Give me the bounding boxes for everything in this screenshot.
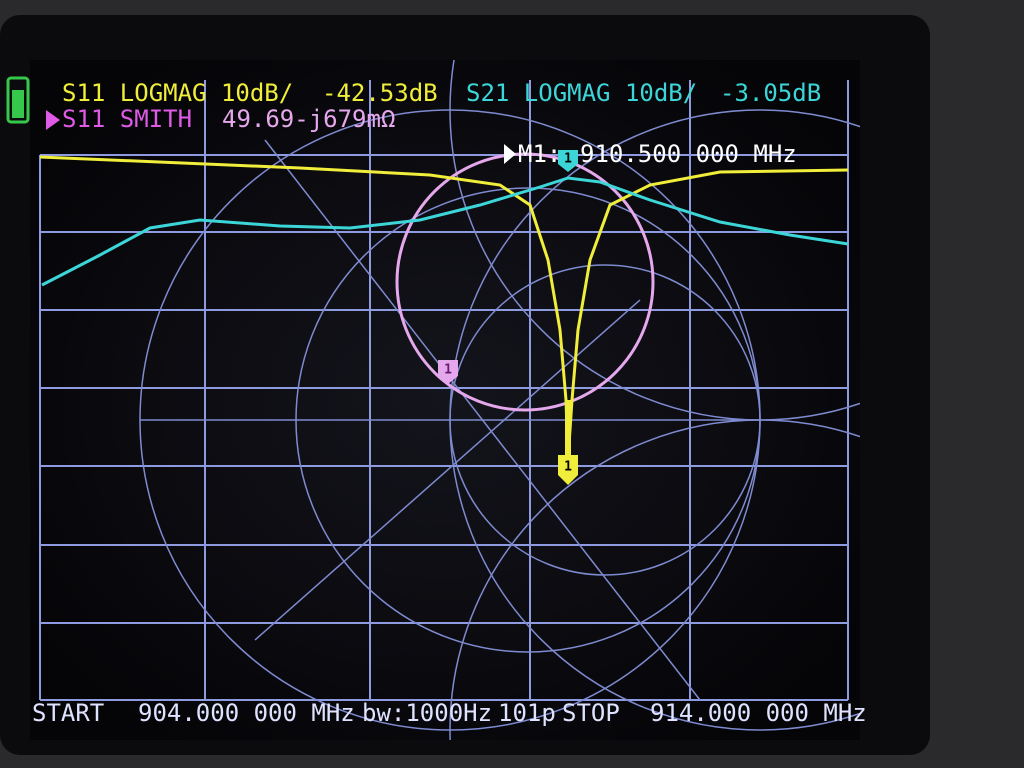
smith-arc [264,139,701,701]
marker-frequency: 910.500 000 MHz [580,140,797,168]
marker-flags: 1 1 1 [438,150,578,485]
marker-id: 1 [564,460,572,475]
marker-flag [558,455,578,485]
footer-start-freq: 904.000 000 MHz [138,699,355,727]
s21-logmag-trace [41,176,849,287]
battery-icon [6,76,30,124]
marker-label: M1: [518,140,561,168]
footer-stop: STOP [562,699,620,727]
marker-flag [558,150,578,172]
marker-id: 1 [444,363,452,378]
footer-bandwidth: bw:1000Hz [362,699,492,727]
s11-smith-trace [395,152,655,412]
s21-logmag-label: S21 LOGMAG 10dB/ [466,79,697,107]
marker-flag [438,360,458,384]
footer-start: START [32,699,104,727]
smith-grid [139,60,860,740]
marker-id: 1 [564,152,572,167]
s11-smith-label: S11 SMITH [62,105,192,133]
s11-logmag-label: S11 LOGMAG 10dB/ [62,79,293,107]
footer-stop-freq: 914.000 000 MHz [650,699,867,727]
battery-level [12,90,24,118]
s11-value: -42.53dB [322,79,438,107]
s21-value: -3.05dB [720,79,821,107]
plot-area [39,60,860,740]
smith-value: 49.69-j679mΩ [222,105,395,133]
marker-pointer-icon [504,144,516,164]
active-trace-icon [46,110,60,130]
footer-points: 101p [498,699,556,727]
